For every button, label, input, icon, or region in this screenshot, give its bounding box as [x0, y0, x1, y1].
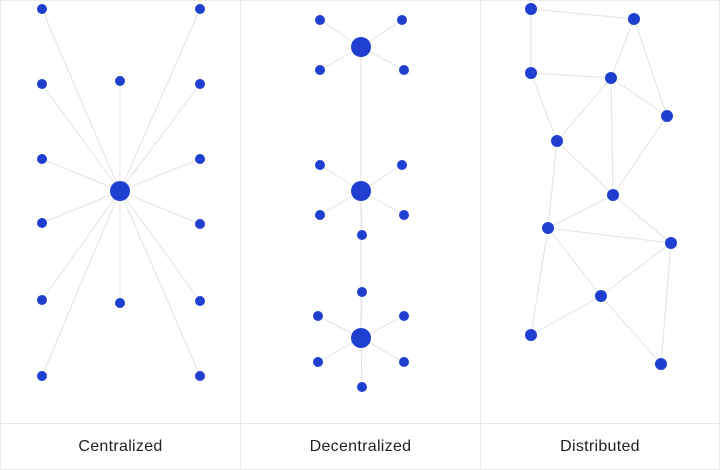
node: [37, 218, 47, 228]
node: [399, 210, 409, 220]
node: [37, 371, 47, 381]
node: [397, 160, 407, 170]
node: [313, 311, 323, 321]
edge: [633, 18, 668, 117]
centralized-edges: [41, 8, 201, 377]
edge: [41, 190, 121, 301]
node: [628, 13, 640, 25]
edge: [119, 190, 201, 302]
edge: [530, 8, 635, 20]
hub-node: [110, 181, 130, 201]
node: [399, 357, 409, 367]
edge: [612, 115, 668, 196]
node: [37, 79, 47, 89]
node: [195, 296, 205, 306]
node: [397, 15, 407, 25]
centralized-nodes: [37, 4, 205, 381]
node: [315, 15, 325, 25]
node: [315, 160, 325, 170]
node: [399, 65, 409, 75]
node: [595, 290, 607, 302]
caption-decentralized: Decentralized: [241, 424, 481, 470]
hub-node: [351, 37, 371, 57]
node: [195, 154, 205, 164]
edge: [41, 190, 121, 224]
decentralized-panel: [241, 1, 481, 423]
node: [37, 154, 47, 164]
edge: [119, 190, 201, 225]
node: [525, 67, 537, 79]
edge: [41, 8, 121, 192]
node: [661, 110, 673, 122]
node: [399, 311, 409, 321]
edge: [119, 190, 201, 377]
caption-row: Centralized Decentralized Distributed: [1, 423, 719, 470]
node: [607, 189, 619, 201]
node: [551, 135, 563, 147]
node: [37, 295, 47, 305]
edge: [610, 77, 614, 196]
edge: [41, 158, 121, 192]
edge: [530, 227, 549, 336]
node: [357, 382, 367, 392]
edge: [660, 242, 672, 365]
edge: [556, 140, 614, 196]
edge: [41, 83, 121, 192]
node: [655, 358, 667, 370]
distributed-graph: [525, 3, 677, 370]
node: [115, 298, 125, 308]
edge: [547, 227, 672, 244]
edge: [610, 77, 668, 117]
centralized-graph: [37, 4, 205, 381]
edge: [119, 8, 201, 192]
edge: [530, 295, 602, 336]
node: [195, 4, 205, 14]
edge: [547, 140, 558, 229]
node: [115, 76, 125, 86]
node: [315, 65, 325, 75]
node: [195, 79, 205, 89]
node: [357, 287, 367, 297]
distributed-edges: [530, 8, 672, 365]
hub-node: [351, 328, 371, 348]
edge: [600, 242, 672, 297]
node: [605, 72, 617, 84]
edge: [530, 72, 558, 142]
node: [542, 222, 554, 234]
edge: [610, 18, 635, 79]
caption-distributed: Distributed: [560, 438, 640, 455]
edge: [612, 194, 672, 244]
node: [525, 329, 537, 341]
edge: [547, 194, 614, 229]
node: [357, 230, 367, 240]
centralized-panel: [1, 1, 241, 423]
node: [195, 219, 205, 229]
node: [315, 210, 325, 220]
decentralized-graph: [313, 15, 409, 392]
edge: [119, 158, 201, 192]
edge: [530, 72, 612, 79]
caption-centralized: Centralized: [1, 424, 241, 470]
node: [37, 4, 47, 14]
edge: [600, 295, 662, 365]
node: [195, 371, 205, 381]
node: [665, 237, 677, 249]
distributed-panel: [481, 1, 719, 423]
edge: [556, 77, 612, 142]
edge: [119, 83, 201, 192]
node: [313, 357, 323, 367]
edge: [547, 227, 602, 297]
decentralized-nodes: [313, 15, 409, 392]
distributed-nodes: [525, 3, 677, 370]
hub-node: [351, 181, 371, 201]
node: [525, 3, 537, 15]
edge: [41, 190, 121, 377]
